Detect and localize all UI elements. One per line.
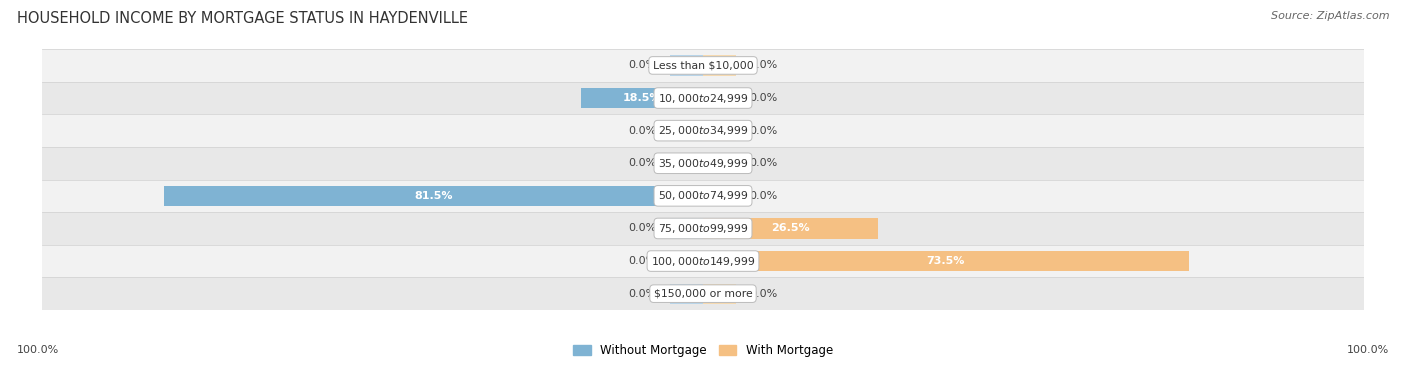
Bar — [42, 180, 1364, 212]
Text: 0.0%: 0.0% — [749, 191, 778, 201]
Text: $50,000 to $74,999: $50,000 to $74,999 — [658, 189, 748, 202]
Bar — [669, 218, 703, 239]
Text: 0.0%: 0.0% — [628, 223, 657, 234]
Text: 26.5%: 26.5% — [772, 223, 810, 234]
Text: HOUSEHOLD INCOME BY MORTGAGE STATUS IN HAYDENVILLE: HOUSEHOLD INCOME BY MORTGAGE STATUS IN H… — [17, 11, 468, 26]
Bar — [42, 82, 1364, 114]
Bar — [703, 153, 737, 174]
Bar — [42, 114, 1364, 147]
Text: 100.0%: 100.0% — [17, 345, 59, 355]
Text: Source: ZipAtlas.com: Source: ZipAtlas.com — [1271, 11, 1389, 21]
Text: 0.0%: 0.0% — [749, 93, 778, 103]
Legend: Without Mortgage, With Mortgage: Without Mortgage, With Mortgage — [568, 339, 838, 361]
Bar — [42, 277, 1364, 310]
Text: 0.0%: 0.0% — [628, 289, 657, 299]
Text: $10,000 to $24,999: $10,000 to $24,999 — [658, 91, 748, 105]
Text: $35,000 to $49,999: $35,000 to $49,999 — [658, 157, 748, 170]
Bar — [669, 121, 703, 141]
Text: 0.0%: 0.0% — [628, 256, 657, 266]
Text: 0.0%: 0.0% — [628, 125, 657, 136]
Bar — [703, 121, 737, 141]
Bar — [42, 212, 1364, 245]
Text: $75,000 to $99,999: $75,000 to $99,999 — [658, 222, 748, 235]
Text: $25,000 to $34,999: $25,000 to $34,999 — [658, 124, 748, 137]
Bar — [42, 147, 1364, 180]
Bar — [669, 153, 703, 174]
Text: Less than $10,000: Less than $10,000 — [652, 60, 754, 70]
Text: 81.5%: 81.5% — [415, 191, 453, 201]
Text: 0.0%: 0.0% — [749, 289, 778, 299]
Bar — [669, 284, 703, 304]
Bar — [703, 284, 737, 304]
Bar — [703, 88, 737, 108]
Text: 0.0%: 0.0% — [749, 125, 778, 136]
Bar — [703, 218, 879, 239]
Bar — [165, 186, 703, 206]
Text: 18.5%: 18.5% — [623, 93, 661, 103]
Bar — [669, 55, 703, 76]
Text: 0.0%: 0.0% — [749, 158, 778, 168]
Bar — [703, 55, 737, 76]
Text: 73.5%: 73.5% — [927, 256, 965, 266]
Text: 0.0%: 0.0% — [628, 158, 657, 168]
Bar — [581, 88, 703, 108]
Text: 0.0%: 0.0% — [628, 60, 657, 70]
Text: 100.0%: 100.0% — [1347, 345, 1389, 355]
Text: $150,000 or more: $150,000 or more — [654, 289, 752, 299]
Bar — [669, 251, 703, 271]
Bar — [703, 251, 1188, 271]
Bar — [42, 49, 1364, 82]
Bar — [42, 245, 1364, 277]
Text: 0.0%: 0.0% — [749, 60, 778, 70]
Text: $100,000 to $149,999: $100,000 to $149,999 — [651, 254, 755, 268]
Bar — [703, 186, 737, 206]
